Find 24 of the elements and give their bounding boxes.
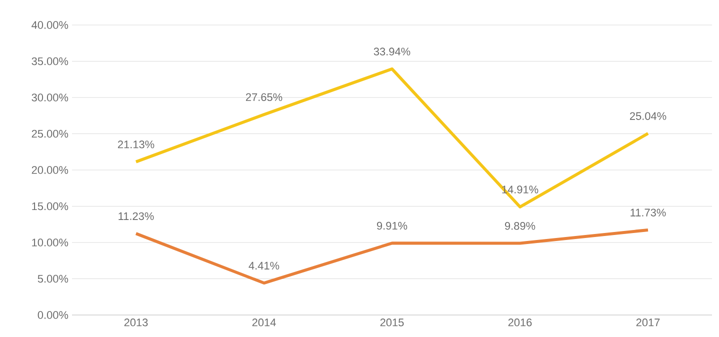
data-label: 9.89% — [504, 222, 536, 230]
x-tick-label: 2015 — [380, 318, 404, 326]
y-tick-label: 0.00% — [38, 311, 68, 319]
y-tick-label: 35.00% — [32, 57, 68, 66]
x-tick-label: 2016 — [508, 318, 532, 326]
data-label: 4.41% — [248, 262, 280, 270]
y-tick-label: 15.00% — [32, 202, 68, 210]
data-label: 25.04% — [630, 112, 666, 120]
data-label: 9.91% — [376, 222, 408, 230]
data-label: 11.73% — [630, 208, 666, 216]
y-tick-label: 25.00% — [32, 130, 68, 138]
y-tick-label: 20.00% — [32, 166, 68, 174]
x-tick-label: 2013 — [124, 318, 148, 326]
x-tick-label: 2017 — [636, 318, 660, 326]
data-label: 21.13% — [118, 140, 154, 148]
y-tick-label: 10.00% — [32, 238, 68, 246]
data-label: 33.94% — [374, 48, 410, 56]
line-series — [134, 228, 650, 285]
data-label: 27.65% — [246, 93, 282, 102]
x-tick-label: 2014 — [252, 318, 276, 326]
y-tick-label: 30.00% — [32, 94, 68, 102]
data-label: 11.23% — [118, 212, 154, 220]
y-tick-label: 40.00% — [32, 21, 68, 29]
y-tick-label: 5.00% — [38, 274, 68, 283]
